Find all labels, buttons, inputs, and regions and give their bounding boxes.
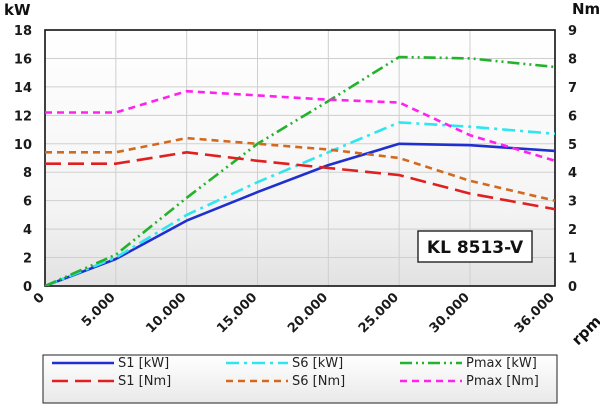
right-tick-label: 4 — [568, 166, 577, 181]
legend: S1 [kW] S6 [kW] Pmax [kW] S1 [Nm] S6 [Nm] Pma… — [42, 354, 558, 404]
series-line-pmax-nm — [45, 89, 555, 163]
series-line-pmax-kw — [45, 55, 555, 286]
x-axis-ticks: 0 5.000 10.000 15.000 20.000 25.000 30.000 36.0… — [31, 290, 558, 336]
right-tick-label: 2 — [568, 223, 577, 238]
left-tick-label: 8 — [23, 166, 32, 181]
x-tick-label: 10.000 — [143, 290, 189, 336]
right-axis-unit: Nm — [572, 0, 600, 18]
left-axis-unit: kW — [4, 1, 31, 19]
left-tick-label: 4 — [23, 223, 32, 238]
right-tick-label: 5 — [568, 138, 577, 153]
x-tick-label: 0 — [31, 290, 48, 307]
legend-label: S6 [kW] — [292, 356, 343, 371]
right-axis-ticks: 0 1 2 3 4 5 6 7 8 9 — [568, 24, 577, 295]
left-tick-label: 10 — [14, 138, 32, 153]
x-axis-unit: rpm — [568, 312, 600, 349]
right-tick-label: 6 — [568, 109, 577, 124]
series-line-s1-nm — [45, 151, 555, 211]
legend-label: S6 [Nm] — [292, 374, 345, 389]
right-tick-label: 0 — [568, 280, 577, 295]
left-tick-label: 18 — [14, 24, 32, 39]
legend-label: S1 [Nm] — [118, 374, 171, 389]
series-lines — [45, 55, 555, 286]
legend-label: S1 [kW] — [118, 356, 169, 371]
legend-label: Pmax [kW] — [466, 356, 537, 371]
left-tick-label: 16 — [14, 52, 32, 67]
model-label: KL 8513-V — [427, 238, 524, 258]
right-tick-label: 9 — [568, 24, 577, 39]
x-tick-label: 25.000 — [356, 290, 402, 336]
left-tick-label: 2 — [23, 252, 32, 267]
x-tick-label: 15.000 — [214, 290, 260, 336]
left-tick-label: 6 — [23, 195, 32, 210]
left-tick-label: 0 — [23, 280, 32, 295]
left-tick-label: 12 — [14, 109, 32, 124]
right-tick-label: 3 — [568, 195, 577, 210]
left-axis-ticks: 0 2 4 6 8 10 12 14 16 18 — [14, 24, 32, 295]
x-tick-label: 20.000 — [285, 290, 331, 336]
x-tick-label: 5.000 — [79, 290, 119, 330]
legend-label: Pmax [Nm] — [466, 374, 539, 389]
x-tick-label: 36.000 — [512, 290, 558, 336]
right-tick-label: 1 — [568, 252, 577, 267]
plot-frame — [44, 29, 556, 287]
x-tick-label: 30.000 — [427, 290, 473, 336]
right-tick-label: 8 — [568, 52, 577, 67]
right-tick-label: 7 — [568, 81, 577, 96]
model-label-box: KL 8513-V — [417, 230, 533, 263]
series-line-s6-kw — [45, 121, 555, 286]
legend-items: S1 [kW] S6 [kW] Pmax [kW] S1 [Nm] S6 [Nm] Pma… — [52, 356, 539, 389]
grid-lines — [45, 30, 555, 286]
left-tick-label: 14 — [14, 81, 32, 96]
series-line-s1-kw — [45, 142, 555, 286]
